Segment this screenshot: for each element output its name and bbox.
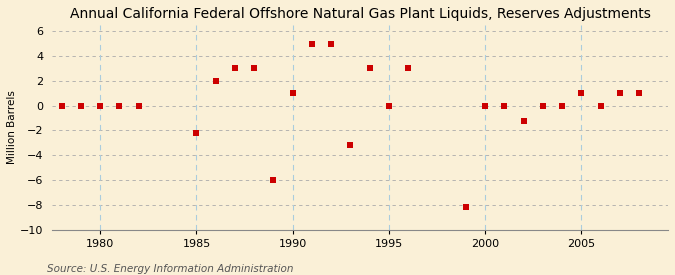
Point (403, 66, 414, 71)
Point (634, 91, 645, 95)
Point (95, 103, 106, 108)
Point (288, 91, 298, 95)
Point (460, 205, 471, 210)
Point (191, 131, 202, 135)
Point (114, 103, 125, 108)
Point (268, 178, 279, 182)
Point (76, 103, 86, 108)
Point (576, 91, 587, 95)
Point (134, 103, 144, 108)
Point (480, 103, 491, 108)
Point (306, 41, 317, 46)
Point (383, 103, 394, 108)
Text: Source: U.S. Energy Information Administration: Source: U.S. Energy Information Administ… (47, 264, 294, 274)
Point (364, 66, 375, 71)
Point (230, 66, 240, 71)
Point (614, 91, 625, 95)
Point (345, 143, 356, 148)
Point (518, 118, 529, 123)
Point (211, 79, 221, 83)
Point (249, 66, 260, 71)
Point (595, 103, 606, 108)
Point (56, 103, 67, 108)
Title: Annual California Federal Offshore Natural Gas Plant Liquids, Reserves Adjustmen: Annual California Federal Offshore Natur… (70, 7, 651, 21)
Point (499, 103, 510, 108)
Point (537, 103, 548, 108)
Y-axis label: Million Barrels: Million Barrels (7, 90, 17, 164)
Point (326, 41, 337, 46)
Point (557, 103, 568, 108)
